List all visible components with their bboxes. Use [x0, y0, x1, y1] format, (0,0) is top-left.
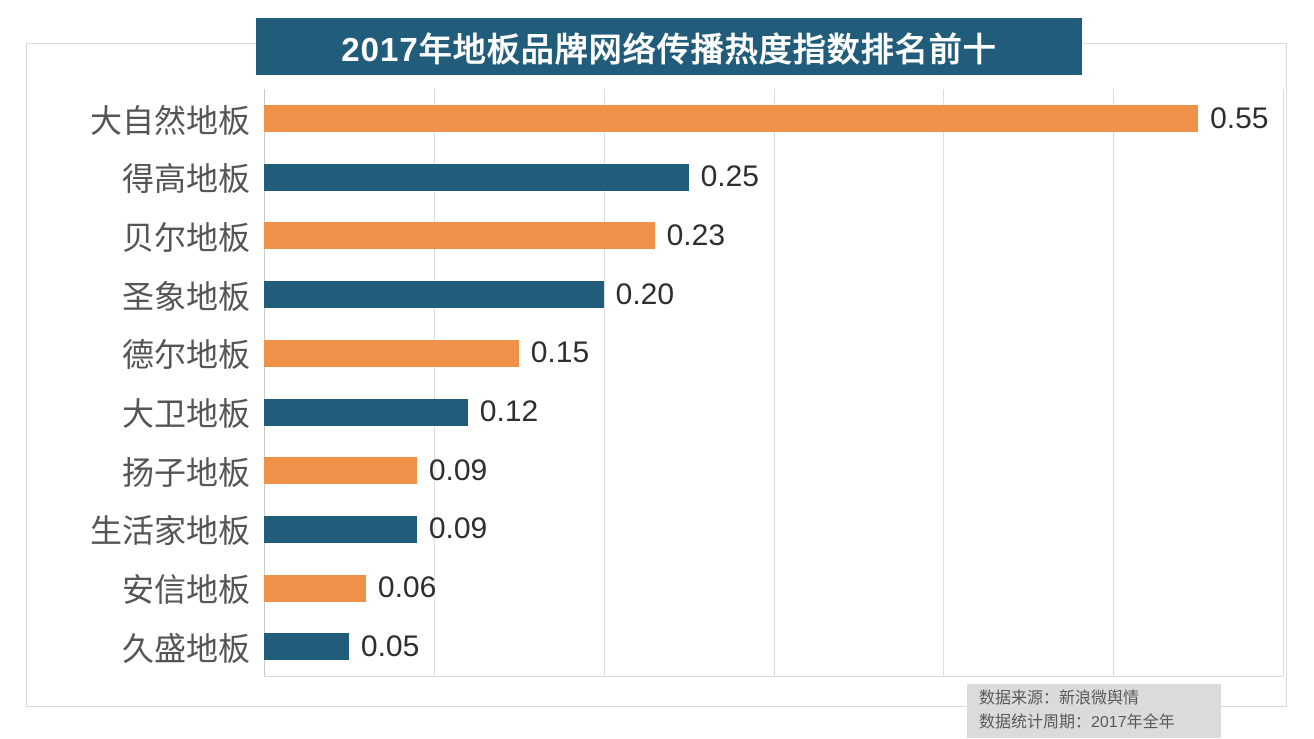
bar: [264, 398, 468, 426]
value-label: 0.09: [428, 453, 488, 487]
category-label: 大卫地板: [121, 396, 250, 432]
gridline: [773, 89, 775, 676]
value-label: 0.09: [428, 512, 488, 546]
bar: [264, 339, 519, 367]
value-label: 0.05: [360, 629, 420, 663]
category-label: 安信地板: [121, 572, 250, 609]
bar-row: 大卫地板 0.12: [27, 383, 1286, 442]
bar: [264, 281, 604, 309]
value-label: 0.25: [700, 160, 759, 194]
bar-row: 扬子地板 0.09: [27, 441, 1286, 500]
y-axis-line: [264, 89, 265, 676]
category-label: 大自然地板: [89, 102, 250, 139]
value-label: 0.15: [530, 336, 590, 370]
bar-row: 得高地板 0.25: [27, 148, 1286, 207]
gridline: [1113, 89, 1115, 676]
bar-row: 德尔地板 0.15: [27, 324, 1286, 383]
category-label: 德尔地板: [121, 337, 250, 374]
bar: [264, 515, 417, 543]
category-label: 久盛地板: [121, 630, 250, 667]
bar: [264, 633, 349, 661]
value-label: 0.20: [615, 277, 675, 311]
value-label: 0.12: [479, 395, 539, 428]
value-label: 0.55: [1210, 101, 1269, 135]
bar-row: 大自然地板 0.55: [27, 89, 1286, 148]
value-label: 0.23: [666, 218, 725, 252]
value-label: 0.06: [377, 571, 437, 605]
source-note-line1: 数据来源：新浪微舆情: [979, 690, 1140, 707]
category-label: 贝尔地板: [121, 219, 250, 256]
bar-row: 贝尔地板 0.23: [27, 206, 1286, 265]
category-label: 扬子地板: [121, 454, 250, 491]
bar: [264, 457, 417, 485]
source-note: 数据来源：新浪微舆情 数据统计周期：2017年全年: [967, 684, 1221, 738]
gridline: [1283, 89, 1284, 676]
bar-row: 圣象地板 0.20: [27, 265, 1286, 324]
bar: [264, 574, 366, 602]
chart-title: 2017年地板品牌网络传播热度指数排名前十: [256, 18, 1082, 75]
bar: [264, 163, 689, 191]
gridline: [943, 89, 945, 676]
category-label: 圣象地板: [121, 278, 250, 315]
bar: [264, 105, 1199, 132]
gridline: [433, 89, 435, 676]
bar: [264, 222, 655, 250]
bar-row: 生活家地板 0.09: [27, 500, 1286, 559]
bar-row: 安信地板 0.06: [27, 559, 1286, 618]
category-label: 生活家地板: [89, 513, 250, 550]
category-label: 得高地板: [121, 161, 250, 198]
bar-row: 久盛地板 0.05: [27, 617, 1286, 676]
plot-area: [264, 89, 1284, 677]
chart-border-box: 大自然地板 0.55 得高地板 0.25 贝尔地板 0.23 圣象地板 0.20 德尔地板 0.1…: [26, 43, 1287, 707]
source-note-line2: 数据统计周期：2017年全年: [979, 714, 1175, 731]
gridline: [603, 89, 605, 676]
